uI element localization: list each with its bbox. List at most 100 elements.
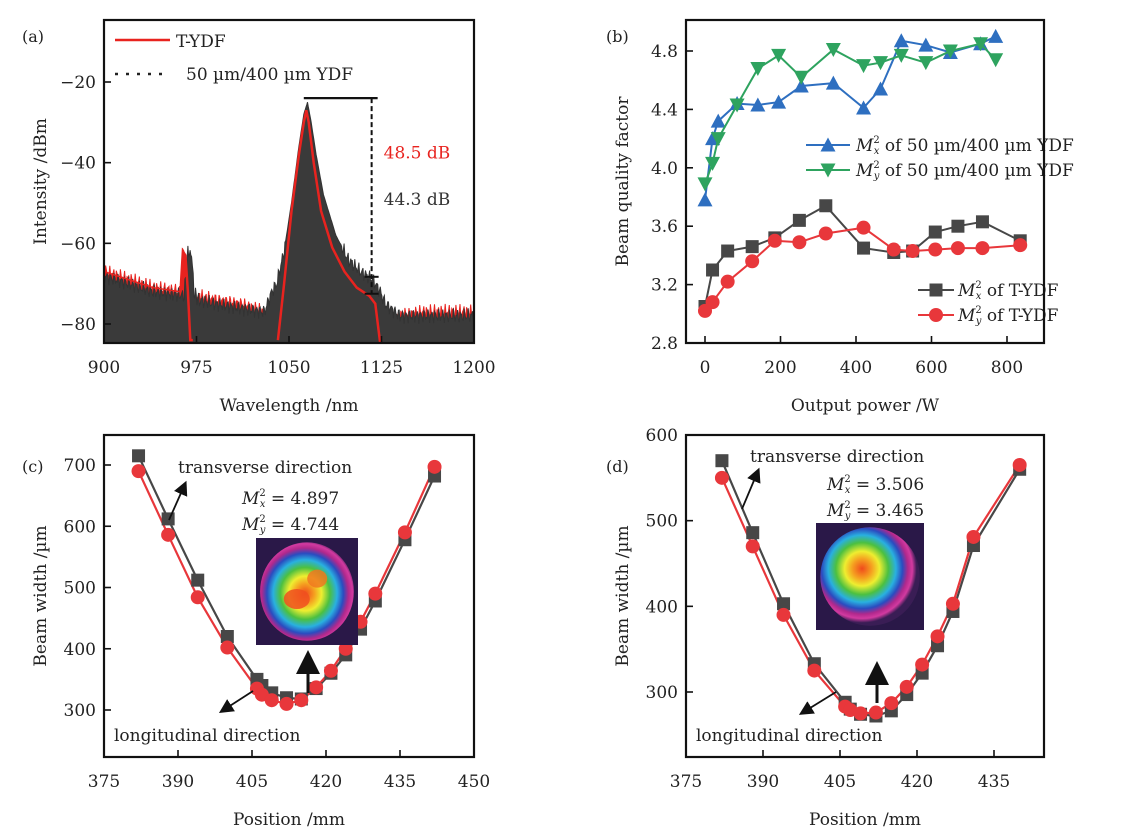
data-point-triangle-down [697, 177, 713, 192]
data-point-circle [905, 244, 920, 259]
chart-panel-d: transverse direction longitudinal directi… [606, 426, 1046, 830]
data-point-square [132, 449, 146, 463]
data-point-circle [930, 629, 945, 644]
data-point-square [819, 199, 833, 213]
data-point-square [929, 283, 943, 297]
x-axis-title: Position /mm [809, 810, 921, 830]
data-point-circle [945, 596, 960, 611]
my-value-label: M2 y = 3.465 [826, 500, 924, 522]
x-tick-label: 435 [384, 772, 416, 792]
y-tick-label: −80 [60, 315, 96, 335]
data-point-circle [886, 242, 901, 257]
chart-panel-b: M2 x of 50 µm/400 µm YDF M2 y of 50 µm/400 … [606, 18, 1074, 416]
beam-lobe-lower [283, 588, 310, 609]
data-point-circle [929, 308, 943, 322]
x-tick-label: 375 [88, 772, 120, 792]
data-point-circle [776, 607, 791, 622]
y-tick-label: 600 [646, 426, 678, 446]
data-point-circle [975, 241, 990, 256]
data-point-circle [868, 705, 883, 720]
data-point-square [706, 263, 720, 277]
y-tick-label: 400 [646, 597, 678, 617]
data-point-triangle-up [856, 100, 872, 115]
x-tick-label: 405 [236, 772, 268, 792]
x-tick-label: 435 [978, 772, 1010, 792]
y-tick-label: −60 [60, 234, 96, 254]
data-point-circle [745, 539, 760, 554]
y-tick-label: 700 [64, 456, 96, 476]
beam-profile-inset [820, 527, 920, 626]
data-point-circle [915, 657, 930, 672]
x-tick-label: 600 [915, 358, 947, 378]
data-point-circle [853, 706, 868, 721]
data-point-triangle-up [825, 75, 841, 90]
y-tick-label: 500 [646, 512, 678, 532]
y-tick-label: 4.4 [651, 100, 678, 120]
data-point-triangle-down [729, 98, 745, 113]
data-point-circle [720, 274, 735, 289]
data-point-circle [966, 529, 981, 544]
x-tick-label: 0 [700, 358, 711, 378]
x-axis-title: Position /mm [233, 810, 345, 830]
y-tick-label: 4.0 [651, 159, 678, 179]
data-point-circle [220, 640, 235, 655]
y-tick-label: 3.2 [651, 276, 678, 296]
snr-label-ydf: 44.3 dB [384, 190, 451, 210]
y-tick-label: −20 [60, 73, 96, 93]
x-tick-label: 405 [824, 772, 856, 792]
data-point-circle [1012, 457, 1027, 472]
data-point-circle [323, 663, 338, 678]
panel-label: (a) [22, 27, 44, 46]
data-point-triangle-down [825, 43, 841, 58]
y-tick-label: −40 [60, 154, 96, 174]
transverse-direction-label: transverse direction [750, 447, 924, 467]
my-value-label: M2 y = 4.744 [241, 514, 339, 536]
legend-label: M2 y of 50 µm/400 µm YDF [855, 160, 1074, 182]
data-point-triangle-up [988, 28, 1004, 43]
data-point-circle [338, 641, 353, 656]
data-point-circle [899, 679, 914, 694]
data-point-triangle-up [820, 137, 836, 152]
data-point-square [975, 215, 989, 229]
data-point-triangle-up [918, 37, 934, 52]
data-point-circle [1013, 238, 1028, 253]
y-tick-label: 3.6 [651, 217, 678, 237]
plot-frame [684, 18, 1046, 345]
data-point-circle [928, 242, 943, 257]
data-point-square [715, 454, 729, 468]
data-point-triangle-down [918, 56, 934, 71]
transverse-arrow [168, 480, 188, 521]
y-tick-label: 600 [64, 517, 96, 537]
data-point-triangle-up [873, 81, 889, 96]
y-tick-label: 500 [64, 579, 96, 599]
data-point-circle [792, 235, 807, 250]
x-tick-label: 450 [458, 772, 490, 792]
x-axis-title: Output power /W [791, 396, 940, 416]
data-point-circle [368, 586, 383, 601]
series-area-50-400-ydf [104, 102, 474, 343]
data-point-circle [884, 696, 899, 711]
data-point-circle [427, 459, 442, 474]
x-tick-label: 390 [162, 772, 194, 792]
x-tick-label: 375 [670, 772, 702, 792]
data-point-circle [714, 470, 729, 485]
data-point-triangle-down [705, 156, 721, 171]
data-point-triangle-down [988, 53, 1004, 68]
y-axis-title: Beam width /µm [613, 525, 633, 666]
legend-label-ydf: 50 µm/400 µm YDF [186, 65, 353, 85]
legend-label: M2 x of T-YDF [957, 280, 1059, 302]
data-point-circle [397, 525, 412, 540]
data-point-square [777, 597, 791, 611]
x-tick-label: 400 [840, 358, 872, 378]
data-point-triangle-down [771, 48, 787, 63]
plot-frame [102, 433, 476, 759]
x-tick-label: 420 [901, 772, 933, 792]
x-tick-label: 1050 [267, 358, 310, 378]
data-point-square [191, 573, 205, 587]
data-point-triangle-down [873, 56, 889, 71]
data-point-circle [190, 590, 205, 605]
data-point-circle [818, 226, 833, 241]
x-tick-label: 1125 [360, 358, 403, 378]
x-tick-label: 1200 [452, 358, 495, 378]
